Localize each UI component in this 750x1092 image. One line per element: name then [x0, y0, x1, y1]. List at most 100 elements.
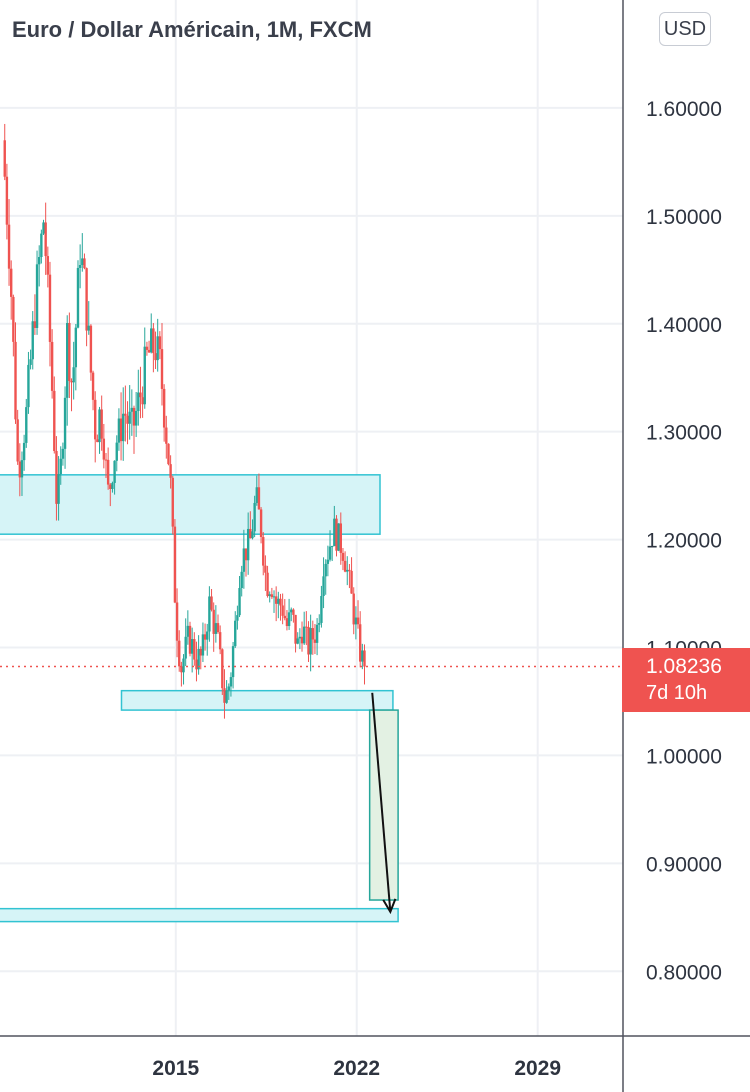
candle-body — [208, 596, 211, 632]
candle-body — [190, 639, 194, 654]
candle-body — [246, 528, 250, 561]
candle-body — [341, 552, 345, 561]
candle-body — [343, 560, 347, 572]
last-price-value: 1.08236 — [646, 655, 722, 678]
candle-body — [352, 593, 355, 625]
candle-body — [259, 509, 263, 538]
candle-body — [234, 620, 237, 647]
candle-body — [126, 415, 129, 424]
candle-body — [61, 448, 65, 459]
candle-body — [66, 323, 69, 398]
candle-body — [262, 537, 265, 566]
candle-body — [240, 571, 243, 589]
candle-body — [270, 594, 274, 598]
candle-body — [158, 336, 162, 350]
candle-body — [257, 487, 261, 510]
candle-body — [22, 442, 26, 461]
candle-body — [143, 346, 146, 405]
candle-body — [106, 459, 110, 485]
candle-body — [38, 256, 41, 265]
x-axis-ticks: 2015 2022 2029 — [152, 1057, 561, 1080]
currency-selector[interactable]: USD — [659, 12, 711, 46]
candle-body — [59, 458, 62, 475]
y-tick-label: 1.50000 — [646, 206, 722, 229]
candle-body — [264, 565, 267, 573]
candle-body — [348, 569, 351, 571]
candle-body — [130, 407, 134, 412]
candle-body — [152, 328, 155, 354]
candle-body — [212, 609, 215, 634]
candle-body — [326, 559, 330, 564]
x-tick-label: 2015 — [152, 1057, 199, 1080]
candle-body — [318, 622, 321, 625]
candle-body — [128, 411, 131, 424]
y-tick-label: 1.60000 — [646, 98, 722, 121]
candle-body — [322, 576, 325, 597]
candle-body — [210, 596, 213, 610]
candle-body — [361, 650, 364, 662]
candle-body — [81, 258, 84, 265]
candle-body — [300, 636, 304, 644]
projection-arrow — [371, 692, 392, 912]
candle-body — [117, 418, 121, 443]
candle-body — [119, 418, 123, 442]
candle-body — [98, 409, 101, 443]
candle-body — [57, 474, 60, 504]
candle-body — [358, 624, 362, 662]
candle-body — [94, 399, 97, 440]
candle-body — [171, 477, 174, 527]
candle-body — [83, 258, 86, 269]
last-price-tag: 1.08236 7d 10h — [622, 648, 750, 712]
candle-body — [139, 392, 142, 398]
candle-body — [255, 487, 258, 503]
candle-body — [115, 442, 118, 461]
candle-body — [85, 268, 88, 331]
candle-body — [182, 658, 185, 673]
candle-body — [274, 596, 278, 604]
candle-body — [141, 397, 144, 405]
candle-body — [3, 140, 6, 177]
candle-body — [333, 518, 336, 547]
candle-body — [244, 548, 248, 561]
x-tick-label: 2022 — [333, 1057, 380, 1080]
candle-body — [173, 526, 177, 603]
candle-body — [178, 640, 181, 667]
projection-annotation — [0, 665, 623, 915]
candle-body — [236, 615, 239, 621]
candle-body — [197, 648, 200, 670]
candle-body — [165, 427, 168, 444]
candle-body — [184, 636, 187, 659]
candle-body — [294, 614, 297, 644]
candle-body — [266, 572, 269, 597]
candle-body — [132, 407, 136, 426]
candle-body — [33, 321, 37, 328]
x-tick-label: 2029 — [514, 1057, 561, 1080]
supply-demand-zone — [120, 689, 394, 711]
candle-body — [188, 625, 192, 654]
candle-body — [111, 482, 114, 489]
candle-body — [134, 411, 138, 426]
candle-body — [44, 222, 47, 257]
y-tick-label: 1.40000 — [646, 314, 722, 337]
y-tick-label: 0.80000 — [646, 961, 722, 984]
candle-body — [221, 649, 224, 689]
candle-body — [302, 626, 306, 644]
candle-body — [337, 523, 340, 551]
candle-body — [162, 388, 166, 428]
candle-body — [229, 677, 233, 687]
candle-body — [186, 625, 190, 637]
candle-body — [251, 531, 254, 539]
candle-body — [150, 328, 153, 353]
candle-body — [315, 624, 319, 643]
supply-demand-zone — [0, 474, 381, 535]
candle-body — [16, 419, 19, 462]
y-tick-label: 1.00000 — [646, 745, 722, 768]
candle-body — [324, 563, 327, 577]
candle-body — [223, 688, 226, 703]
candle-body — [109, 484, 112, 489]
candle-body — [53, 390, 56, 451]
candle-body — [40, 233, 43, 257]
candle-body — [5, 176, 9, 225]
candle-body — [169, 464, 172, 478]
